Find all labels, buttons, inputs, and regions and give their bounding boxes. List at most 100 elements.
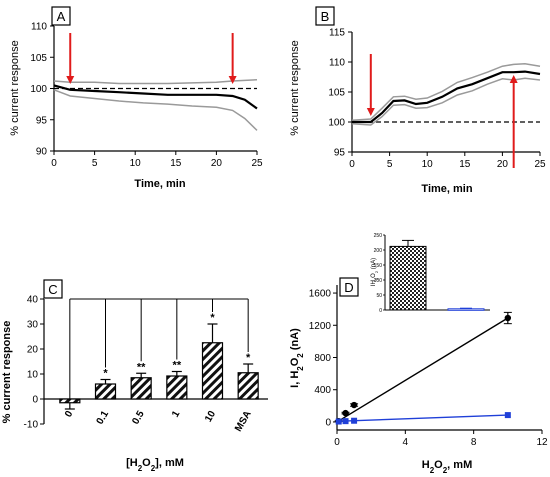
panel-c-ylabel: % current response: [1, 321, 13, 424]
C-bar: [59, 398, 81, 404]
panel-b-xlabel: Time, min: [421, 183, 472, 195]
B-upper-sem-line: [351, 63, 541, 121]
panel-a-label-box: [51, 6, 71, 26]
A-lower-sem-line: [53, 89, 258, 131]
D-ytick-label: 800: [314, 353, 331, 364]
B-ytick-label: 110: [329, 58, 345, 69]
panel-a-label: A: [57, 9, 66, 24]
D-xtick-label: 12: [536, 437, 548, 448]
B-xtick-label: 20: [497, 159, 509, 170]
C-ytick-label: 10: [27, 370, 39, 381]
D-xtick-label: 0: [334, 437, 340, 448]
C-category-label: 0: [63, 409, 76, 420]
panel-c-xlabel: [H2O2], mM: [126, 457, 184, 473]
D-point-series-1: [335, 418, 342, 425]
C-bar: [166, 375, 188, 400]
C-ytick-label: 20: [27, 345, 39, 356]
B-xtick-label: 0: [349, 159, 355, 170]
inset-ytick-label: 0: [379, 308, 382, 314]
C-category-label: MSA: [233, 409, 254, 434]
B-xtick-label: 10: [422, 159, 434, 170]
panel-b-label: B: [321, 9, 330, 24]
panel-d-inset: IH2O2 (nA) 0 50 100 150 200 250: [371, 233, 490, 314]
panel-b-label-box: [315, 6, 335, 26]
B-mean-line: [352, 70, 541, 124]
C-bar: [94, 383, 117, 400]
D-fit-line-0: [336, 317, 509, 423]
D-point-series-1: [342, 418, 349, 425]
panel-a: A % current response Time, min 909510010…: [9, 6, 263, 190]
D-ytick-label: 1200: [309, 321, 332, 332]
B-lower-sem-line: [351, 77, 541, 126]
C-significance: *: [210, 312, 215, 324]
panel-d: D I, H2O2 (nA) H2O2, mM 0 400 800 1200 1600 0…: [289, 233, 548, 475]
A-xtick-label: 0: [51, 158, 57, 169]
C-bar: [201, 342, 224, 400]
panel-b: B % current response Time, min 951001051…: [289, 6, 546, 195]
A-ytick-label: 90: [36, 147, 48, 158]
A-arrow-0-head: [66, 76, 75, 84]
B-ytick-label: 100: [328, 118, 345, 129]
D-point-series-0: [350, 401, 358, 409]
C-ytick-label: 30: [27, 320, 39, 331]
A-ytick-label: 105: [30, 53, 47, 64]
C-category-label: 0.1: [95, 409, 112, 427]
B-ytick-label: 95: [334, 148, 346, 159]
C-category-label: 10: [203, 409, 218, 425]
panel-c-label: C: [48, 282, 57, 297]
panel-d-xlabel: H2O2, mM: [422, 459, 472, 475]
C-significance: *: [103, 368, 108, 380]
panel-d-label-box: [339, 277, 359, 297]
A-arrow-1-head: [228, 76, 237, 84]
A-xtick-label: 25: [251, 158, 263, 169]
panel-c: C % current response [H2O2], mM -1001020…: [1, 279, 268, 473]
inset-ytick-label: 250: [374, 233, 383, 239]
panel-d-label: D: [344, 280, 353, 295]
B-arrow-up-0-head: [509, 75, 518, 83]
B-xtick-label: 15: [459, 159, 471, 170]
panel-c-label-box: [43, 279, 63, 299]
A-ytick-label: 100: [30, 84, 47, 95]
D-point-series-0: [504, 314, 512, 322]
C-category-label: 0.5: [130, 409, 147, 427]
A-xtick-label: 10: [130, 158, 142, 169]
C-significance: *: [246, 352, 251, 364]
C-category-label: 1: [170, 409, 183, 420]
C-ytick-label: 40: [27, 295, 39, 306]
B-xtick-label: 5: [387, 159, 393, 170]
inset-bar: [389, 245, 427, 311]
D-ytick-label: 0: [325, 417, 331, 428]
panel-b-ylabel: % current response: [289, 40, 301, 135]
A-ytick-label: 110: [31, 22, 47, 33]
C-ytick-label: -10: [24, 420, 39, 431]
inset-ytick-label: 100: [374, 278, 383, 284]
inset-ytick-label: 200: [374, 248, 383, 254]
panel-a-ylabel: % current response: [9, 40, 21, 135]
D-xtick-label: 8: [471, 437, 477, 448]
panel-d-ylabel: I, H2O2 (nA): [289, 328, 305, 388]
D-xtick-label: 4: [403, 437, 409, 448]
D-point-series-0: [342, 409, 349, 417]
B-ytick-label: 115: [329, 28, 345, 39]
C-significance: **: [173, 360, 182, 372]
C-bar: [130, 377, 152, 400]
C-significance: **: [137, 361, 146, 373]
D-point-series-1: [351, 417, 358, 424]
A-ytick-label: 95: [36, 115, 48, 126]
panel-a-xlabel: Time, min: [134, 178, 185, 190]
C-ytick-label: 0: [32, 395, 38, 406]
inset-ytick-label: 150: [374, 263, 383, 269]
inset-ylabel: IH2O2 (nA): [371, 258, 379, 286]
D-fit-line-1: [336, 414, 508, 422]
B-xtick-label: 25: [534, 159, 546, 170]
A-upper-sem-line: [53, 78, 258, 85]
A-xtick-label: 20: [211, 158, 223, 169]
inset-bar: [447, 308, 485, 311]
B-ytick-label: 105: [328, 88, 345, 99]
C-bar: [237, 372, 259, 400]
D-ytick-label: 400: [314, 385, 331, 396]
D-ytick-label: 1600: [309, 289, 332, 300]
A-mean-line: [53, 84, 258, 110]
A-xtick-label: 15: [170, 158, 182, 169]
